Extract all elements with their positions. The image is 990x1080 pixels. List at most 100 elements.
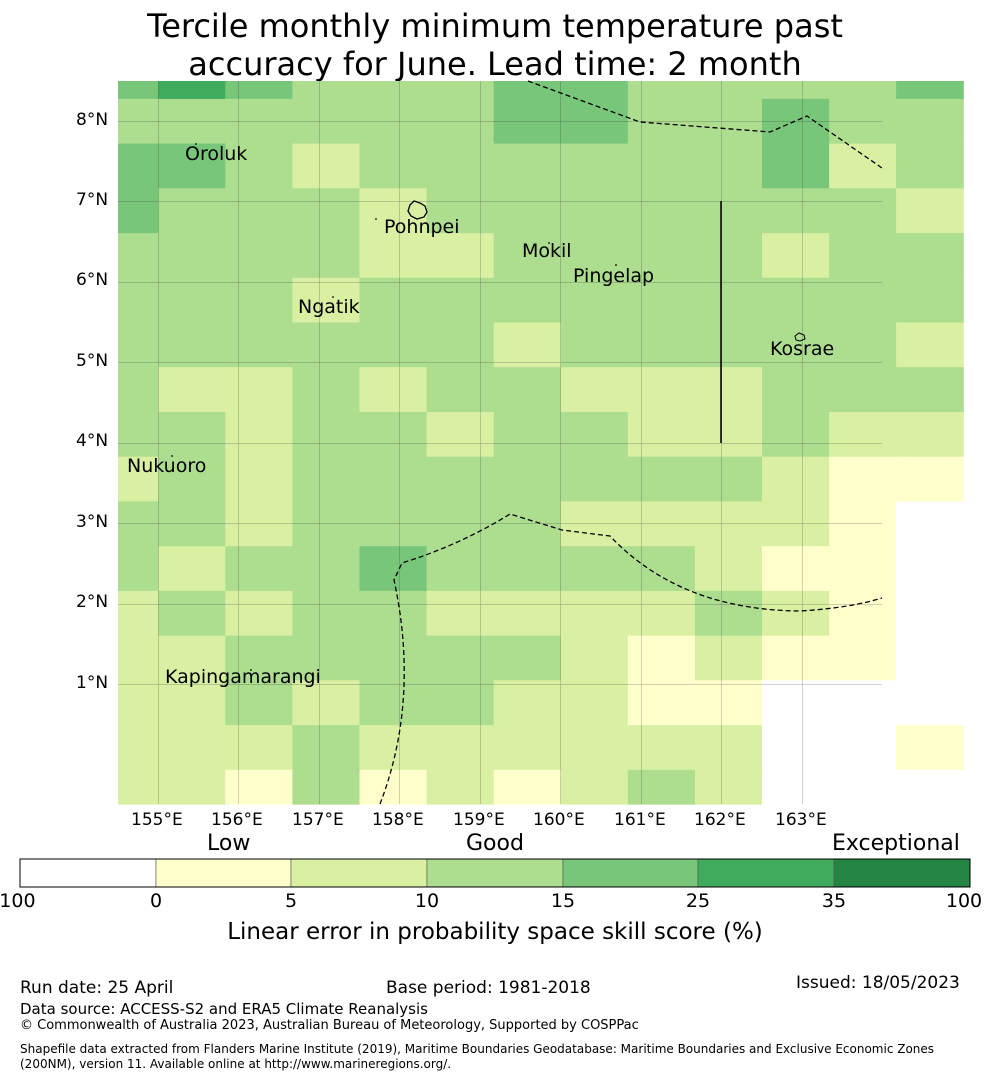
grid-cell: [118, 277, 159, 324]
grid-cell: [896, 143, 964, 189]
grid-cell: [560, 188, 629, 234]
grid-cell: [694, 143, 763, 189]
lat-tick-4n: 4°N: [76, 431, 109, 451]
grid-cell: [762, 412, 830, 458]
lon-tick-156e: 156°E: [211, 810, 263, 830]
grid-cell: [359, 635, 428, 681]
place-label-nukuoro: Nukuoro: [127, 455, 207, 477]
grid-cell: [762, 188, 830, 234]
grid-cell: [359, 233, 428, 279]
lon-tick-157e: 157°E: [292, 810, 344, 830]
grid-cell: [493, 590, 562, 637]
grid-cell: [225, 81, 293, 100]
grid-cell: [359, 98, 428, 145]
lat-tick-8n: 8°N: [76, 110, 109, 130]
grid-cell: [158, 769, 226, 805]
grid-cell: [158, 98, 226, 145]
grid-cell: [158, 233, 226, 279]
grid-cell: [560, 81, 629, 100]
eez-boundary-north: [527, 80, 883, 169]
grid-cell: [560, 590, 629, 637]
grid-cell: [762, 98, 830, 145]
grid-cell: [426, 680, 495, 726]
colorbar-tick-35: 35: [821, 890, 847, 912]
lon-tick-155e: 155°E: [131, 810, 183, 830]
grid-cell: [627, 725, 696, 771]
grid-cell: [896, 546, 964, 592]
grid-cell: [829, 412, 897, 458]
grid-cell: [896, 412, 964, 458]
grid-cell: [493, 188, 562, 234]
grid-cell: [762, 501, 830, 547]
colorbar-swatch: [19, 858, 157, 888]
grid-cell: [627, 412, 696, 458]
grid-cell: [627, 98, 696, 145]
colorbar-category-good: Good: [466, 831, 524, 856]
colorbar-swatch: [562, 858, 699, 888]
grid-cell: [292, 98, 361, 145]
grid-cell: [627, 635, 696, 681]
run-date: Run date: 25 April: [20, 978, 174, 998]
grid-cell: [896, 322, 964, 368]
grid-cell: [493, 367, 562, 413]
grid-cell: [158, 501, 226, 547]
grid-cell: [560, 769, 629, 805]
grid-cell: [762, 680, 830, 726]
grid-cell: [359, 456, 428, 502]
grid-cell: [225, 725, 293, 771]
place-label-kapingamarangi: Kapingamarangi: [165, 666, 321, 688]
grid-cell: [896, 590, 964, 637]
grid-cell: [560, 412, 629, 458]
grid-cell: [762, 143, 830, 189]
lon-tick-162e: 162°E: [694, 810, 746, 830]
grid-cell: [694, 725, 763, 771]
colorbar-swatch: [833, 858, 971, 888]
grid-cell: [896, 680, 964, 726]
grid-cell: [225, 412, 293, 458]
grid-cell: [426, 546, 495, 592]
grid-cell: [225, 98, 293, 145]
grid-cell: [896, 635, 964, 681]
grid-cell: [694, 367, 763, 413]
island-marker: [375, 218, 377, 220]
grid-cell: [426, 725, 495, 771]
grid-cell: [896, 277, 964, 324]
grid-cell: [896, 367, 964, 413]
grid-cell: [426, 635, 495, 681]
grid-cell: [694, 590, 763, 637]
grid-cell: [694, 188, 763, 234]
grid-cell: [493, 98, 562, 145]
grid-cell: [694, 412, 763, 458]
grid-cell: [493, 546, 562, 592]
grid-cell: [359, 501, 428, 547]
grid-cell: [762, 635, 830, 681]
grid-cell: [426, 322, 495, 368]
grid-cell: [292, 367, 361, 413]
colorbar-tick-100: 100: [945, 890, 983, 912]
grid-cell: [359, 322, 428, 368]
grid-cell: [560, 143, 629, 189]
grid-cell: [426, 81, 495, 100]
colorbar-swatch: [697, 858, 835, 888]
grid-cell: [359, 680, 428, 726]
grid-cell: [493, 143, 562, 189]
grid-cell: [158, 546, 226, 592]
grid-cell: [694, 769, 763, 805]
colorbar-category-exceptional: Exceptional: [832, 831, 960, 856]
place-label-ngatik: Ngatik: [298, 296, 360, 318]
grid-cell: [118, 367, 159, 413]
grid-cell: [694, 98, 763, 145]
grid-cell: [627, 590, 696, 637]
grid-cell: [292, 322, 361, 368]
grid-cell: [694, 81, 763, 100]
place-label-kosrae: Kosrae: [770, 338, 835, 360]
grid-cell: [426, 501, 495, 547]
colorbar-tick-minus100: -100: [0, 890, 36, 912]
grid-cell: [829, 456, 897, 502]
grid-cell: [627, 501, 696, 547]
lon-tick-160e: 160°E: [533, 810, 585, 830]
colorbar-category-low: Low: [207, 831, 251, 856]
grid-cell: [225, 769, 293, 805]
grid-cell: [118, 188, 159, 234]
colorbar: [19, 858, 971, 888]
